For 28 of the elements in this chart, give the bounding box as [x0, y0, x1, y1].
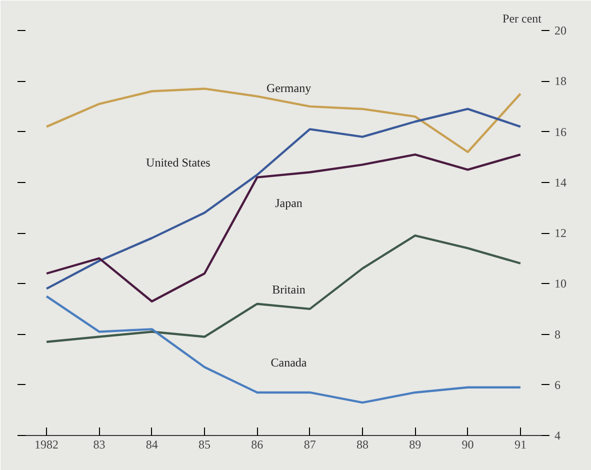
- x-tick-label: 83: [93, 438, 106, 452]
- y-tick-label: 16: [554, 124, 566, 139]
- line-series: [45, 295, 522, 404]
- y-tick-label: 8: [554, 327, 560, 342]
- line-series: [45, 153, 522, 302]
- y-tick-label: 4: [554, 428, 560, 442]
- x-tick-label: 91: [514, 438, 526, 452]
- y-tick-label: 20: [554, 24, 566, 38]
- series-label: Germany: [266, 81, 312, 96]
- y-tick-label: 18: [554, 74, 566, 88]
- series-label: Canada: [270, 356, 308, 370]
- x-tick-label: 1982: [34, 438, 59, 452]
- x-tick-label: 89: [409, 438, 422, 452]
- x-tick-label: 90: [462, 438, 474, 452]
- x-tick-label: 88: [356, 438, 368, 452]
- series-label: Japan: [275, 196, 302, 210]
- y-tick-label: 10: [554, 276, 566, 291]
- x-tick-label: 87: [304, 438, 316, 452]
- series-label: Britain: [272, 282, 306, 296]
- y-tick-label: 12: [554, 226, 566, 240]
- text: United States: [146, 156, 211, 170]
- line-series: [45, 234, 522, 343]
- x-tick-label: 86: [251, 438, 264, 452]
- y-tick-label: 6: [554, 378, 560, 392]
- y-tick-label: 14: [554, 175, 566, 190]
- y-axis-title: Per cent: [502, 12, 542, 26]
- x-tick-label: 84: [146, 438, 158, 452]
- x-tick-label: 85: [198, 438, 211, 452]
